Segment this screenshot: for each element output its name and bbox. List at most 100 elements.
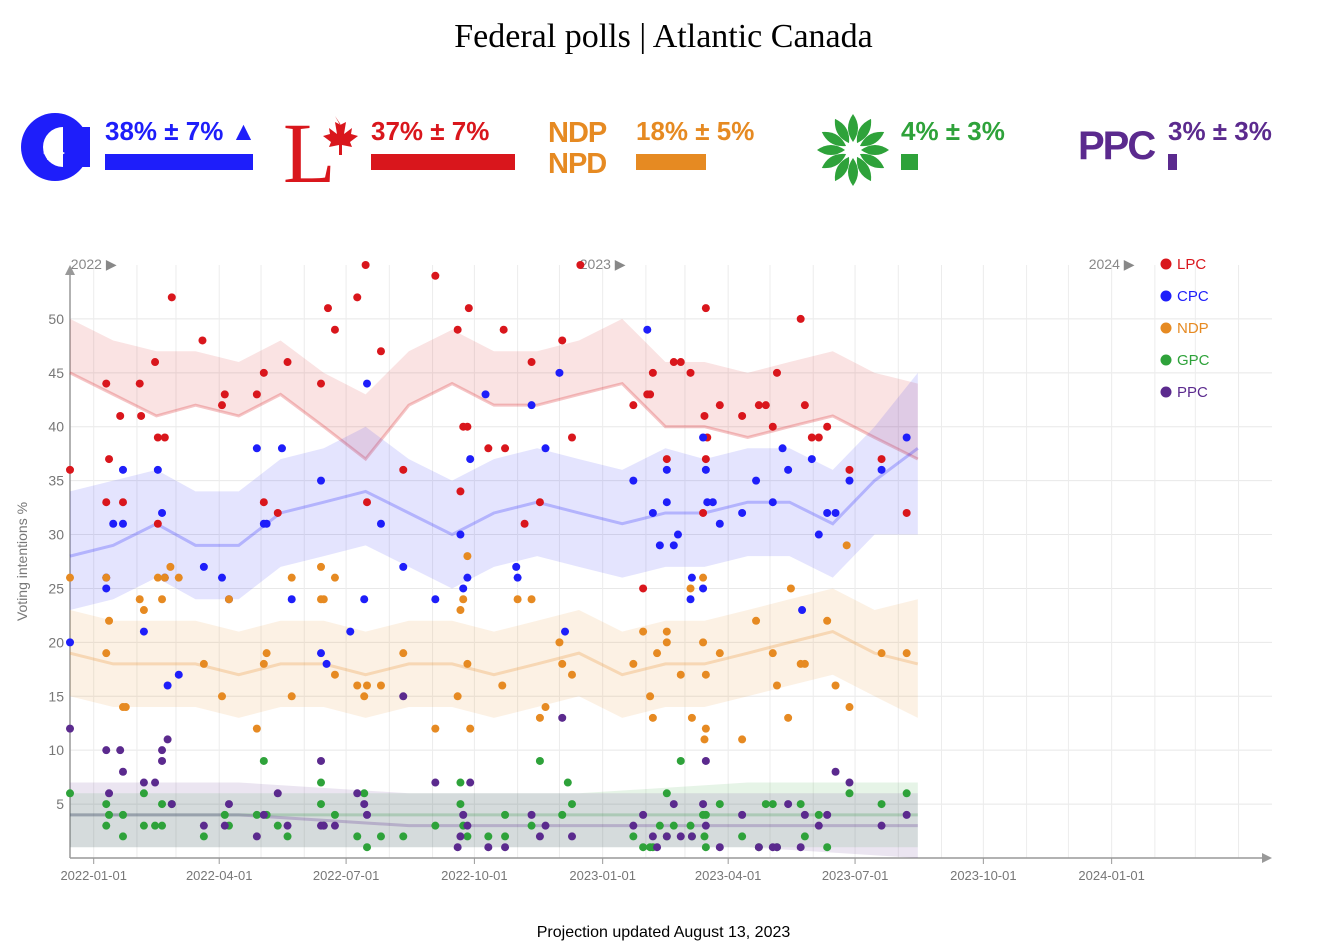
poll-point-ndp [513, 595, 522, 604]
legend-marker-ppc [1160, 386, 1172, 398]
poll-point-gpc [360, 789, 369, 798]
poll-point-ndp [158, 595, 167, 604]
poll-point-ppc [399, 692, 408, 701]
poll-point-cpc [784, 465, 793, 474]
poll-point-ppc [453, 843, 462, 852]
poll-point-ndp [662, 638, 671, 647]
poll-point-gpc [877, 800, 886, 809]
poll-point-cpc [823, 508, 832, 517]
gpc-bar [901, 154, 918, 170]
y-axis-arrow [65, 265, 75, 275]
poll-point-cpc [153, 465, 162, 474]
poll-point-ppc [796, 843, 805, 852]
poll-point-cpc [768, 498, 777, 507]
poll-chart: 5 10 15 20 25 30 35 40 45 50 2022-01-01 2022-04-01 2… [14, 256, 1272, 883]
poll-point-lpc [316, 379, 325, 388]
cpc-bar [105, 154, 254, 170]
poll-point-ppc [701, 756, 710, 765]
ppc-logo-text: PPC [1078, 124, 1156, 168]
npd-logo-text: NPD [548, 148, 607, 180]
poll-point-cpc [376, 519, 385, 528]
poll-point-gpc [151, 821, 160, 830]
poll-point-lpc [715, 401, 724, 410]
poll-point-lpc [105, 455, 114, 464]
poll-point-cpc [655, 541, 664, 550]
x-tick-label: 2022-04-01 [186, 868, 253, 883]
poll-point-ndp [786, 584, 795, 593]
poll-point-ppc [283, 821, 292, 830]
poll-point-lpc [66, 465, 74, 474]
poll-point-ndp [662, 627, 671, 636]
legend-label-lpc: LPC [1177, 256, 1206, 273]
poll-point-ndp [646, 692, 655, 701]
legend-marker-lpc [1160, 258, 1172, 270]
poll-point-ppc [715, 843, 724, 852]
poll-point-cpc [199, 562, 208, 571]
poll-point-ppc [877, 821, 886, 830]
poll-point-ndp [66, 573, 74, 582]
poll-point-cpc [669, 541, 678, 550]
poll-point-lpc [431, 271, 440, 280]
poll-point-ndp [224, 595, 233, 604]
poll-point-lpc [796, 314, 805, 323]
poll-point-gpc [118, 810, 127, 819]
poll-point-ppc [360, 800, 369, 809]
poll-point-cpc [752, 476, 761, 485]
legend-marker-ndp [1160, 322, 1172, 334]
poll-point-gpc [527, 821, 536, 830]
poll-point-ndp [555, 638, 564, 647]
poll-point-lpc [535, 498, 544, 507]
poll-point-gpc [701, 843, 710, 852]
poll-point-cpc [807, 455, 816, 464]
poll-point-cpc [118, 519, 127, 528]
poll-point-ppc [158, 746, 167, 755]
poll-point-lpc [701, 455, 710, 464]
poll-point-ndp [466, 724, 475, 733]
poll-point-lpc [102, 498, 111, 507]
confidence-band-lpc [70, 318, 918, 460]
ndp-npd-logo: NDP NPD [548, 118, 607, 180]
poll-point-ndp [842, 541, 851, 550]
x-tick-label: 2023-04-01 [695, 868, 762, 883]
poll-point-gpc [558, 810, 567, 819]
poll-point-ppc [273, 789, 282, 798]
poll-point-lpc [484, 444, 493, 453]
trend-line-lpc [69, 371, 919, 462]
poll-point-cpc [109, 519, 118, 528]
poll-point-gpc [353, 832, 362, 841]
party-ndp: NDP NPD 18% ± 5% [548, 100, 778, 190]
poll-point-lpc [662, 455, 671, 464]
poll-point-ndp [431, 724, 440, 733]
poll-point-lpc [330, 325, 339, 334]
ppc-logo: PPC [1078, 124, 1156, 169]
poll-point-ppc [800, 810, 809, 819]
poll-point-lpc [499, 325, 508, 334]
poll-point-ndp [527, 595, 536, 604]
trend-up-icon: ▲ [230, 116, 257, 146]
poll-point-ppc [831, 767, 840, 776]
poll-point-ndp [174, 573, 183, 582]
poll-point-ndp [800, 659, 809, 668]
poll-point-ppc [648, 832, 657, 841]
poll-point-lpc [800, 401, 809, 410]
poll-point-gpc [456, 778, 465, 787]
poll-point-cpc [629, 476, 638, 485]
poll-point-cpc [463, 573, 472, 582]
poll-point-ndp [772, 681, 781, 690]
poll-point-lpc [501, 444, 510, 453]
poll-point-ppc [669, 800, 678, 809]
poll-point-ndp [287, 573, 296, 582]
poll-point-cpc [648, 508, 657, 517]
poll-point-ppc [558, 713, 567, 722]
poll-point-ppc [105, 789, 114, 798]
poll-point-cpc [687, 573, 696, 582]
y-tick-label: 50 [48, 311, 64, 327]
poll-point-ndp [453, 692, 462, 701]
poll-point-lpc [701, 304, 710, 313]
poll-point-ndp [752, 616, 761, 625]
poll-point-gpc [823, 843, 832, 852]
poll-point-cpc [466, 455, 475, 464]
green-flower-icon [817, 114, 889, 186]
poll-point-lpc [629, 401, 638, 410]
poll-point-cpc [831, 508, 840, 517]
